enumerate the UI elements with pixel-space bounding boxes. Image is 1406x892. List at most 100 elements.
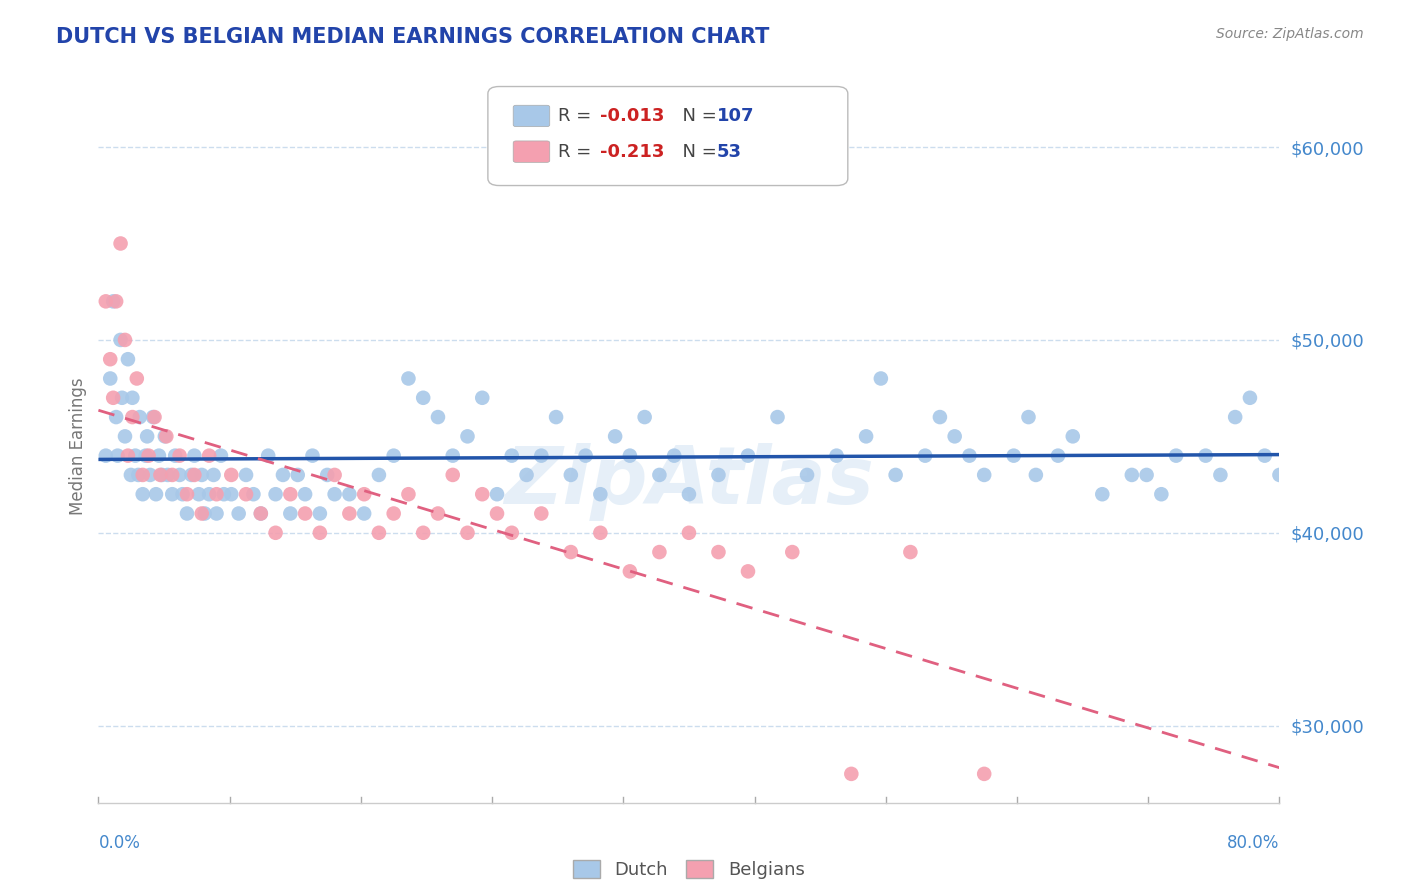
Point: [127, 467, 149, 482]
Point: [928, 410, 950, 425]
Point: [412, 525, 434, 540]
Point: [121, 391, 143, 405]
Point: [633, 410, 655, 425]
Point: [782, 545, 804, 559]
Point: [309, 525, 332, 540]
Point: [162, 487, 183, 501]
Point: [264, 525, 287, 540]
Point: [678, 525, 700, 540]
Point: [194, 507, 217, 521]
Point: [1062, 429, 1084, 443]
Point: [368, 467, 391, 482]
Point: [242, 487, 264, 501]
Point: [456, 525, 478, 540]
Point: [150, 467, 173, 482]
Point: [172, 487, 194, 501]
Point: [1254, 449, 1277, 463]
Text: N =: N =: [671, 107, 723, 125]
Point: [183, 467, 205, 482]
Point: [316, 467, 339, 482]
Point: [368, 525, 391, 540]
Point: [250, 507, 273, 521]
Point: [301, 449, 323, 463]
Point: [145, 487, 167, 501]
Point: [530, 507, 553, 521]
Point: [855, 429, 877, 443]
Point: [117, 449, 139, 463]
Point: [143, 410, 166, 425]
Point: [278, 487, 302, 501]
Legend: Dutch, Belgians: Dutch, Belgians: [567, 853, 811, 887]
Point: [323, 467, 346, 482]
Point: [94, 294, 117, 309]
Point: [707, 545, 730, 559]
Point: [959, 449, 981, 463]
Point: [1239, 391, 1261, 405]
Point: [264, 487, 287, 501]
Point: [1025, 467, 1047, 482]
Point: [973, 467, 995, 482]
Point: [110, 236, 132, 251]
Point: [103, 391, 125, 405]
Point: [219, 487, 243, 501]
Point: [441, 449, 464, 463]
Point: [396, 371, 419, 385]
Text: -0.013: -0.013: [600, 107, 665, 125]
Point: [187, 487, 209, 501]
Point: [120, 467, 142, 482]
Point: [176, 507, 198, 521]
Point: [180, 467, 202, 482]
Point: [287, 467, 309, 482]
Point: [516, 467, 538, 482]
Point: [486, 507, 509, 521]
Point: [589, 487, 612, 501]
Point: [128, 410, 150, 425]
Point: [124, 449, 146, 463]
Point: [1195, 449, 1218, 463]
Y-axis label: Median Earnings: Median Earnings: [69, 377, 87, 515]
Point: [471, 391, 494, 405]
Point: [228, 507, 250, 521]
Point: [382, 507, 405, 521]
Point: [839, 767, 862, 781]
Point: [176, 487, 198, 501]
Point: [148, 449, 170, 463]
Text: R =: R =: [558, 107, 598, 125]
Text: 107: 107: [717, 107, 755, 125]
Point: [1046, 449, 1069, 463]
Point: [353, 487, 375, 501]
Point: [914, 449, 936, 463]
Point: [219, 467, 243, 482]
Point: [501, 449, 523, 463]
Point: [139, 467, 162, 482]
Point: [382, 449, 405, 463]
Point: [1268, 467, 1291, 482]
Point: [825, 449, 848, 463]
Point: [212, 487, 235, 501]
Point: [574, 449, 596, 463]
Point: [183, 449, 205, 463]
Point: [1135, 467, 1157, 482]
Text: Source: ZipAtlas.com: Source: ZipAtlas.com: [1216, 27, 1364, 41]
Point: [209, 449, 232, 463]
Point: [560, 467, 582, 482]
Point: [117, 352, 139, 367]
Point: [235, 467, 257, 482]
Point: [737, 565, 759, 579]
Point: [114, 333, 136, 347]
Point: [105, 410, 128, 425]
Point: [427, 410, 450, 425]
Point: [1002, 449, 1025, 463]
Point: [114, 429, 136, 443]
Point: [294, 487, 316, 501]
Point: [191, 467, 214, 482]
Point: [323, 487, 346, 501]
Point: [412, 391, 434, 405]
Point: [1091, 487, 1114, 501]
Text: -0.213: -0.213: [600, 143, 665, 161]
Point: [884, 467, 907, 482]
Point: [337, 487, 360, 501]
Point: [278, 507, 302, 521]
Point: [103, 294, 125, 309]
Text: 80.0%: 80.0%: [1227, 834, 1279, 852]
